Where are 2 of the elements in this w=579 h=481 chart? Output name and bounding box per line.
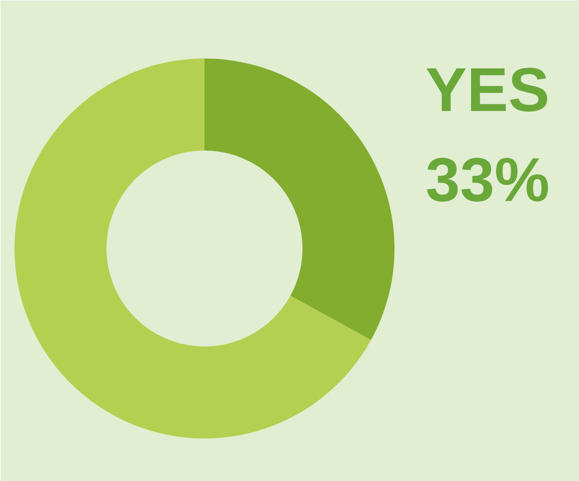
- data-label: 33%: [426, 146, 550, 215]
- slice-label: YES: [426, 56, 550, 125]
